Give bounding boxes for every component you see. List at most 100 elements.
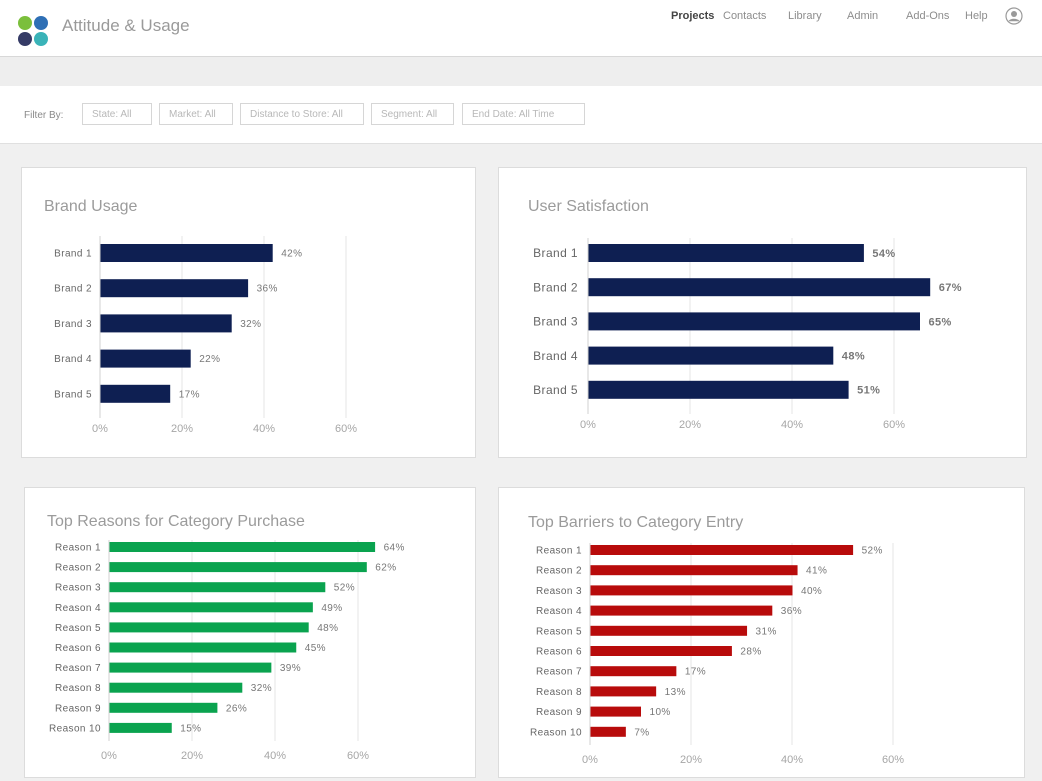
bar	[590, 545, 854, 555]
category-label: Reason 9	[55, 703, 101, 714]
data-label: 26%	[226, 703, 247, 714]
x-tick-label: 20%	[679, 419, 701, 431]
user-satisfaction-chart: 0% 20% 40% 60% Brand 1 54% Brand 2 67% Brand 3 65…	[533, 238, 962, 431]
bar	[588, 244, 864, 262]
app-logo[interactable]	[18, 16, 48, 46]
category-label: Reason 1	[55, 543, 101, 554]
category-label: Reason 2	[55, 563, 101, 574]
nav-admin[interactable]: Admin	[847, 10, 879, 22]
data-label: 32%	[240, 319, 261, 330]
data-label: 22%	[199, 354, 220, 365]
bar	[590, 565, 798, 576]
data-label: 52%	[862, 546, 883, 557]
bar	[109, 642, 297, 653]
bar	[100, 244, 273, 262]
bar	[109, 582, 326, 593]
nav-contacts[interactable]: Contacts	[723, 10, 767, 22]
category-label: Reason 6	[536, 647, 582, 658]
brand-usage-panel: Brand Usage 0% 20% 40% 60% Brand 1 42% Brand 2…	[21, 167, 476, 458]
bar	[588, 380, 849, 399]
category-label: Brand 5	[533, 383, 578, 397]
user-satisfaction-title: User Satisfaction	[528, 198, 649, 215]
bar	[109, 542, 376, 552]
x-tick-label: 0%	[101, 750, 117, 762]
data-label: 65%	[929, 316, 952, 328]
category-label: Brand 2	[54, 284, 92, 295]
data-label: 31%	[756, 626, 777, 637]
category-label: Reason 10	[530, 727, 582, 738]
category-label: Brand 3	[54, 319, 92, 330]
x-tick-label: 20%	[171, 423, 193, 435]
filter-distance-to-store[interactable]: Distance to Store: All	[240, 103, 364, 125]
app-title: Attitude & Usage	[62, 16, 190, 35]
category-label: Reason 7	[55, 663, 101, 674]
filter-market[interactable]: Market: All	[159, 103, 233, 125]
filter-state[interactable]: State: All	[82, 103, 152, 125]
bar	[100, 384, 171, 403]
data-label: 64%	[384, 543, 405, 554]
data-label: 48%	[842, 350, 865, 362]
x-tick-label: 20%	[181, 750, 203, 762]
brand-usage-title: Brand Usage	[44, 198, 138, 215]
filter-end-date[interactable]: End Date: All Time	[462, 103, 585, 125]
data-label: 7%	[634, 727, 649, 738]
filter-segment[interactable]: Segment: All	[371, 103, 454, 125]
bar	[590, 585, 793, 596]
nav-help[interactable]: Help	[965, 10, 988, 22]
bar	[109, 602, 313, 613]
top-barriers-title: Top Barriers to Category Entry	[528, 514, 744, 531]
category-label: Reason 8	[536, 687, 582, 698]
data-label: 17%	[179, 389, 200, 400]
bar	[109, 622, 309, 633]
data-label: 36%	[257, 284, 278, 295]
logo-dot-green	[18, 16, 32, 30]
category-label: Brand 5	[54, 389, 92, 400]
data-label: 28%	[740, 647, 761, 658]
x-tick-label: 60%	[347, 750, 369, 762]
bar	[590, 686, 657, 697]
category-label: Brand 1	[54, 249, 92, 260]
data-label: 49%	[321, 603, 342, 614]
top-nav-bar: Attitude & Usage Projects Contacts Libra…	[0, 0, 1042, 57]
x-tick-label: 20%	[680, 754, 702, 766]
category-label: Reason 10	[49, 723, 101, 734]
nav-add-ons[interactable]: Add-Ons	[906, 10, 950, 22]
data-label: 40%	[801, 586, 822, 597]
filter-bar: Filter By: State: All Market: All Distan…	[0, 86, 1042, 144]
bar	[109, 682, 243, 693]
category-label: Brand 3	[533, 315, 578, 329]
top-reasons-panel: Top Reasons for Category Purchase 0% 20% 4…	[24, 487, 476, 778]
bar	[109, 722, 172, 733]
user-avatar-icon[interactable]	[1005, 7, 1023, 25]
data-label: 45%	[305, 643, 326, 654]
bar	[590, 646, 732, 656]
header-spacer	[0, 57, 1042, 86]
data-label: 42%	[281, 249, 302, 260]
category-label: Reason 5	[55, 623, 101, 634]
data-label: 67%	[939, 282, 962, 294]
bar	[590, 726, 626, 737]
bar	[590, 706, 641, 717]
bar	[588, 278, 931, 297]
user-satisfaction-panel: User Satisfaction 0% 20% 40% 60% Brand 1 54% B…	[498, 167, 1027, 458]
x-tick-label: 0%	[580, 419, 596, 431]
logo-dot-blue	[34, 16, 48, 30]
category-label: Brand 2	[533, 280, 578, 294]
category-label: Reason 7	[536, 667, 582, 678]
data-label: 10%	[650, 707, 671, 718]
category-label: Reason 8	[55, 683, 101, 694]
bar	[109, 662, 272, 673]
category-label: Reason 4	[536, 606, 582, 617]
top-barriers-chart: 0% 20% 40% 60% Reason 1 52% Reason 2 41% Reason …	[530, 543, 904, 766]
nav-library[interactable]: Library	[788, 10, 822, 22]
data-label: 39%	[280, 663, 301, 674]
bar	[100, 314, 232, 333]
x-tick-label: 40%	[253, 423, 275, 435]
category-label: Reason 2	[536, 566, 582, 577]
category-label: Reason 1	[536, 546, 582, 557]
data-label: 62%	[375, 563, 396, 574]
nav-projects[interactable]: Projects	[671, 10, 715, 22]
x-tick-label: 0%	[92, 423, 108, 435]
data-label: 17%	[685, 667, 706, 678]
data-label: 54%	[872, 248, 895, 260]
